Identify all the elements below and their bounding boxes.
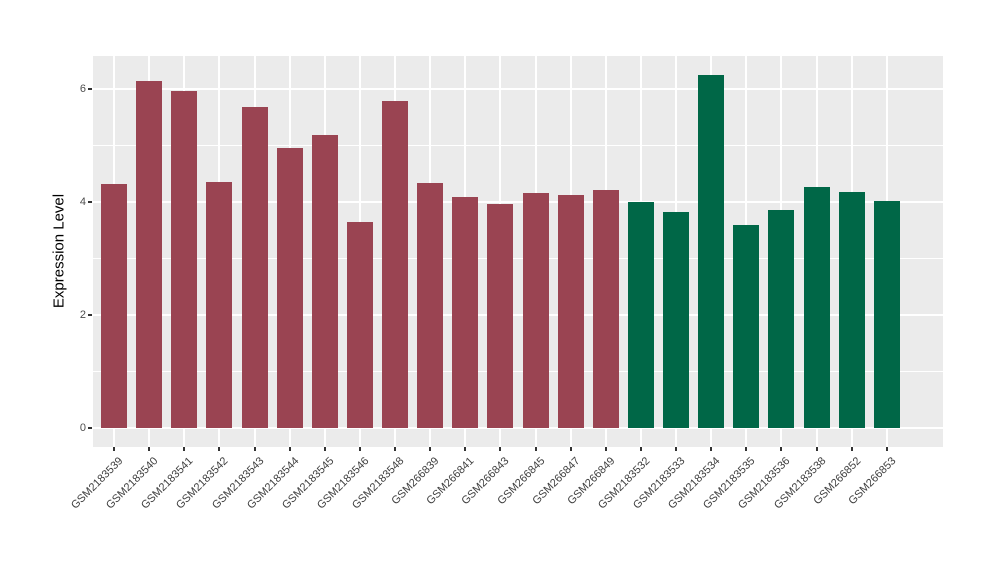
y-tick-mark: [88, 201, 92, 203]
x-tick-mark: [323, 447, 326, 451]
bar: [346, 221, 373, 428]
x-tick-mark: [815, 447, 818, 451]
bar: [838, 191, 865, 428]
bar: [627, 202, 654, 428]
bar: [171, 91, 198, 428]
x-tick-mark: [464, 447, 467, 451]
y-tick-label: 6: [79, 83, 86, 95]
plot-panel: [93, 56, 943, 447]
x-tick-mark: [499, 447, 502, 451]
bar: [698, 74, 725, 428]
major-gridline: [93, 314, 943, 316]
y-tick-mark: [88, 88, 92, 90]
major-gridline: [93, 427, 943, 429]
x-tick-mark: [429, 447, 432, 451]
bar: [136, 81, 163, 428]
y-tick-label: 4: [79, 196, 86, 208]
bar: [803, 186, 830, 428]
bar: [557, 195, 584, 428]
minor-gridline: [93, 370, 943, 372]
major-gridline: [93, 88, 943, 90]
x-tick-mark: [148, 447, 151, 451]
bar: [663, 212, 690, 428]
x-tick-mark: [253, 447, 256, 451]
x-tick-mark: [183, 447, 186, 451]
x-tick-mark: [885, 447, 888, 451]
y-tick-mark: [88, 427, 92, 429]
major-gridline: [93, 201, 943, 203]
x-tick-mark: [850, 447, 853, 451]
x-tick-mark: [710, 447, 713, 451]
x-tick-mark: [113, 447, 116, 451]
bar: [206, 182, 233, 428]
bar: [768, 209, 795, 428]
x-tick-mark: [534, 447, 537, 451]
bar: [311, 134, 338, 428]
x-tick-mark: [288, 447, 291, 451]
bar: [101, 183, 128, 428]
x-tick-mark: [358, 447, 361, 451]
minor-gridline: [93, 257, 943, 259]
x-tick-mark: [218, 447, 221, 451]
bar: [417, 182, 444, 428]
y-tick-mark: [88, 314, 92, 316]
x-tick-mark: [675, 447, 678, 451]
y-tick-label: 0: [79, 422, 86, 434]
x-tick-mark: [745, 447, 748, 451]
bar: [452, 196, 479, 428]
bar: [241, 107, 268, 428]
bar: [733, 225, 760, 428]
x-tick-mark: [604, 447, 607, 451]
bar: [382, 100, 409, 428]
bar: [592, 190, 619, 428]
x-tick-mark: [569, 447, 572, 451]
y-axis-title: Expression Level: [50, 193, 68, 309]
x-tick-mark: [780, 447, 783, 451]
bar: [873, 200, 900, 428]
bar: [487, 204, 514, 428]
bar: [522, 192, 549, 428]
x-tick-mark: [639, 447, 642, 451]
bar: [276, 148, 303, 428]
minor-gridline: [93, 144, 943, 146]
y-tick-label: 2: [79, 309, 86, 321]
x-tick-mark: [394, 447, 397, 451]
